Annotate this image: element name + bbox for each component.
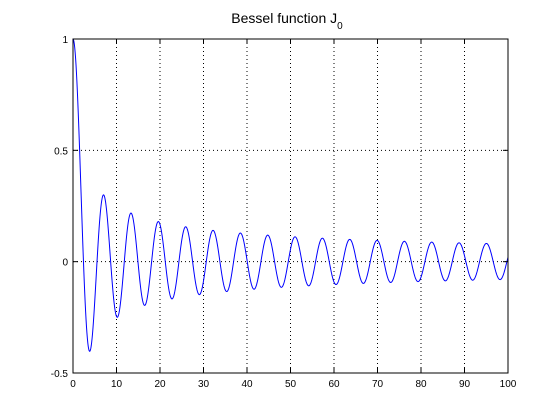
x-tick-label: 70 xyxy=(372,379,384,390)
chart-title: Bessel function J0 xyxy=(231,10,343,32)
y-tick-label: 0.5 xyxy=(54,146,68,157)
x-tick-label: 20 xyxy=(154,379,166,390)
x-tick-label: 90 xyxy=(459,379,471,390)
x-tick-labels: 0 10 20 30 40 50 60 70 80 90 100 xyxy=(70,379,517,390)
x-tick-label: 80 xyxy=(415,379,427,390)
bessel-j0-line xyxy=(72,38,509,352)
x-tick-label: 100 xyxy=(500,379,517,390)
y-tick-labels: -0.5 0 0.5 1 xyxy=(51,35,69,380)
grid-lines xyxy=(73,39,508,373)
series-group xyxy=(72,38,509,352)
plot-area xyxy=(73,39,508,373)
y-tick-label: 1 xyxy=(62,35,68,46)
chart-title-subscript: 0 xyxy=(337,21,343,32)
x-tick-label: 60 xyxy=(328,379,340,390)
x-tick-label: 40 xyxy=(241,379,253,390)
x-tick-label: 30 xyxy=(198,379,210,390)
y-tick-label: -0.5 xyxy=(51,369,69,380)
x-tick-label: 50 xyxy=(285,379,297,390)
tick-marks xyxy=(72,38,509,374)
chart-title-main: Bessel function J xyxy=(231,10,337,26)
x-tick-label: 0 xyxy=(70,379,76,390)
y-tick-label: 0 xyxy=(62,258,68,269)
x-tick-label: 10 xyxy=(111,379,123,390)
